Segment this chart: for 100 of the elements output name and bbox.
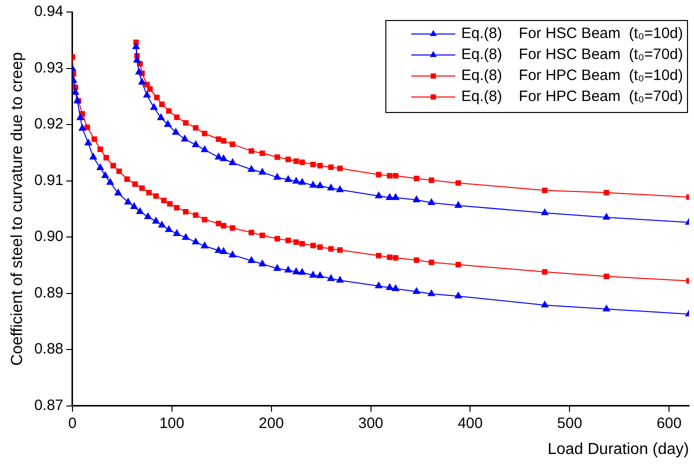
point bbox=[274, 264, 281, 271]
point bbox=[153, 193, 159, 199]
point bbox=[260, 150, 266, 156]
point bbox=[541, 301, 548, 308]
point bbox=[604, 190, 610, 196]
point bbox=[152, 217, 160, 224]
point bbox=[201, 242, 208, 248]
y-tick-label: 0.94 bbox=[34, 3, 64, 20]
point bbox=[78, 124, 86, 131]
point bbox=[84, 124, 90, 130]
point bbox=[135, 68, 143, 74]
point bbox=[143, 91, 151, 98]
y-tick-label: 0.90 bbox=[34, 228, 64, 246]
point bbox=[84, 138, 92, 146]
point bbox=[542, 188, 548, 194]
point bbox=[230, 225, 236, 231]
point bbox=[376, 252, 382, 258]
x-tick-label: 0 bbox=[68, 414, 77, 432]
x-tick-label: 600 bbox=[656, 414, 682, 432]
y-tick-label: 0.91 bbox=[34, 172, 64, 189]
point bbox=[285, 156, 291, 162]
x-tick-label: 500 bbox=[557, 414, 582, 432]
point bbox=[181, 135, 188, 142]
point bbox=[132, 42, 140, 50]
point bbox=[293, 158, 299, 164]
point bbox=[292, 268, 300, 274]
point bbox=[317, 162, 323, 168]
point bbox=[165, 226, 172, 232]
point bbox=[327, 184, 335, 190]
point bbox=[146, 190, 152, 196]
point bbox=[182, 233, 190, 240]
legend-label: Eq.(8) For HSC Beam (t₀=10d) bbox=[461, 25, 684, 42]
point bbox=[110, 162, 116, 168]
point bbox=[166, 108, 172, 114]
point bbox=[167, 201, 173, 207]
point bbox=[414, 257, 420, 263]
point bbox=[220, 248, 228, 254]
point bbox=[412, 196, 420, 202]
point bbox=[542, 269, 548, 275]
point bbox=[285, 238, 291, 244]
point bbox=[97, 146, 104, 152]
point bbox=[144, 212, 152, 220]
point bbox=[386, 254, 392, 260]
y-tick-label: 0.88 bbox=[34, 340, 64, 358]
point bbox=[284, 266, 292, 273]
point bbox=[317, 244, 323, 250]
point bbox=[173, 230, 180, 236]
x-tick-label: 100 bbox=[159, 414, 184, 432]
point bbox=[376, 172, 382, 178]
point bbox=[202, 130, 208, 136]
y-tick-label: 0.92 bbox=[34, 116, 64, 133]
point bbox=[96, 164, 104, 170]
point bbox=[147, 86, 153, 92]
point bbox=[172, 128, 180, 135]
point bbox=[309, 271, 317, 278]
point bbox=[412, 288, 420, 294]
point bbox=[132, 181, 138, 187]
point bbox=[164, 120, 172, 127]
point bbox=[183, 208, 189, 214]
point bbox=[161, 198, 167, 204]
point bbox=[604, 274, 610, 280]
point bbox=[298, 268, 306, 275]
point bbox=[602, 304, 610, 312]
point bbox=[192, 140, 200, 148]
point bbox=[414, 176, 420, 182]
point bbox=[248, 256, 256, 263]
point bbox=[192, 238, 200, 244]
point bbox=[337, 166, 343, 172]
point bbox=[124, 198, 132, 204]
point bbox=[102, 172, 109, 178]
point bbox=[258, 260, 266, 266]
point bbox=[228, 250, 236, 258]
point bbox=[386, 172, 392, 178]
point bbox=[428, 198, 436, 206]
point bbox=[337, 247, 343, 253]
point bbox=[284, 176, 292, 182]
y-axis-title: Coefficient of steel to curvature due to creep bbox=[9, 52, 26, 366]
point bbox=[602, 213, 610, 220]
point bbox=[138, 78, 146, 85]
point bbox=[386, 284, 394, 290]
point bbox=[116, 168, 122, 174]
point bbox=[92, 136, 98, 142]
point bbox=[456, 180, 462, 186]
point bbox=[274, 154, 280, 160]
point bbox=[72, 88, 79, 95]
point bbox=[150, 104, 158, 110]
point bbox=[76, 114, 84, 120]
point bbox=[293, 239, 299, 245]
point bbox=[428, 290, 436, 296]
point bbox=[114, 189, 122, 196]
x-axis-title: Load Duration (day) bbox=[548, 440, 689, 458]
point bbox=[130, 202, 138, 209]
point bbox=[157, 114, 165, 120]
point bbox=[336, 276, 344, 283]
point bbox=[230, 141, 236, 147]
point bbox=[316, 182, 324, 188]
point bbox=[174, 205, 180, 211]
point bbox=[298, 178, 306, 185]
point bbox=[541, 208, 548, 216]
point bbox=[310, 242, 316, 248]
